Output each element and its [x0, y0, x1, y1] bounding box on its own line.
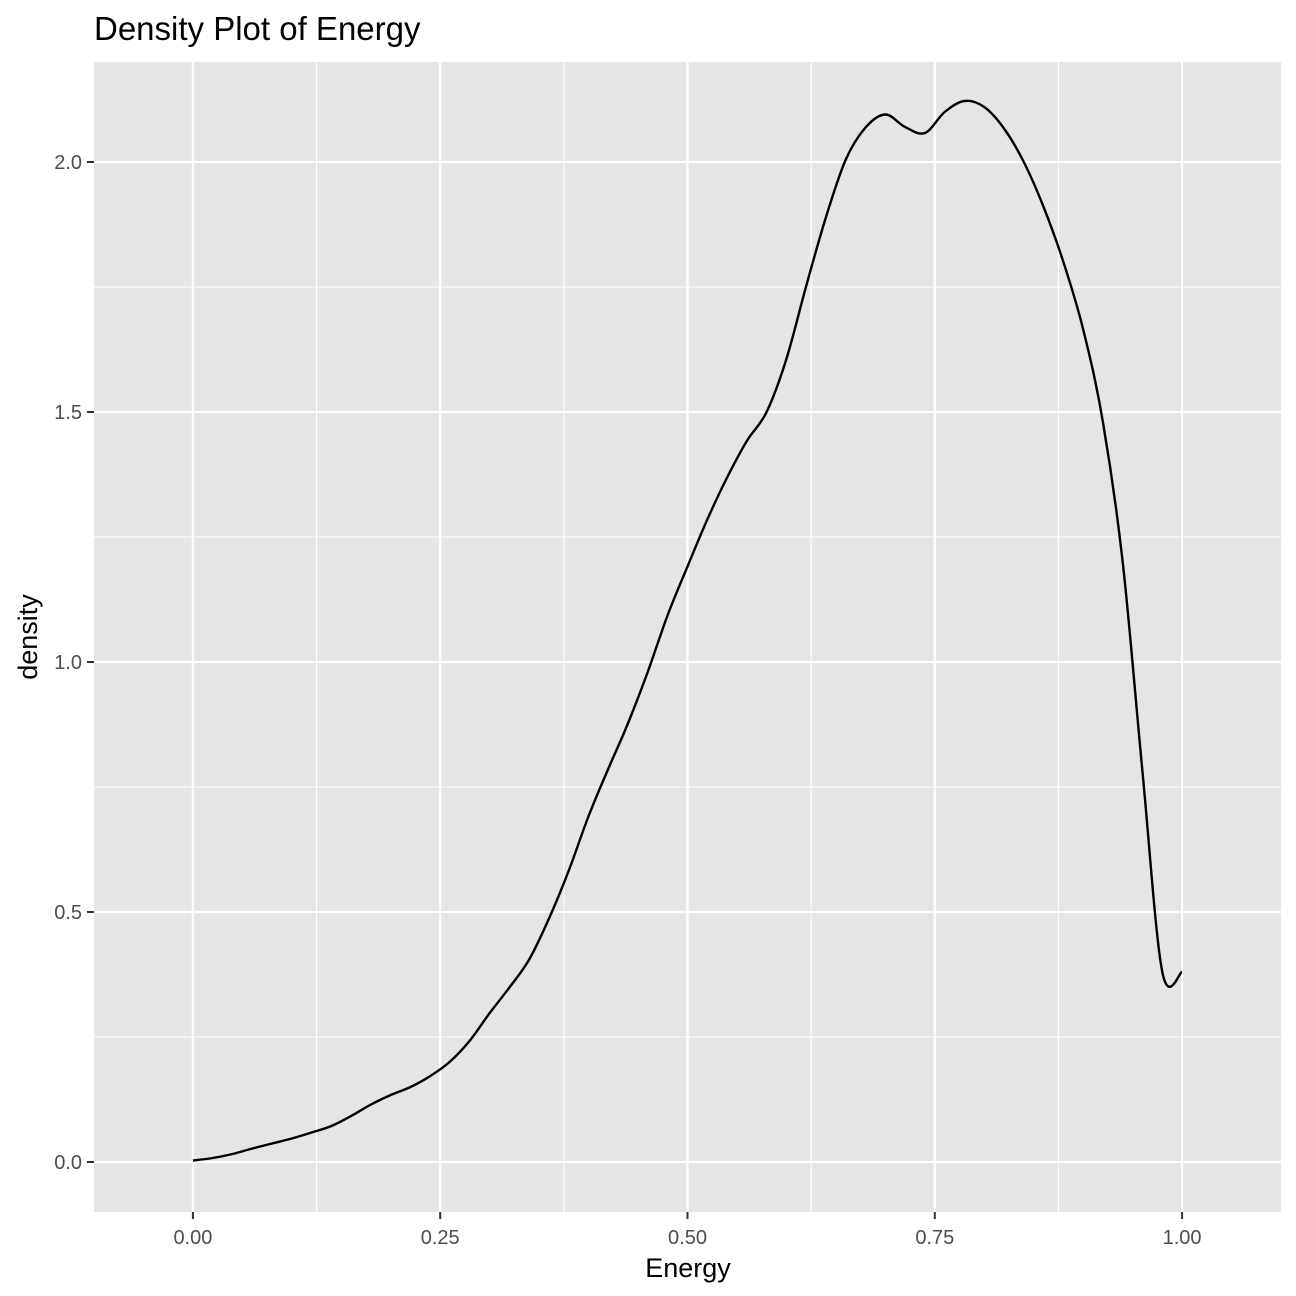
major-gridlines: [94, 62, 1281, 1212]
y-tick-label: 1.0: [54, 652, 82, 674]
y-axis-title: density: [13, 594, 43, 680]
chart-title: Density Plot of Energy: [94, 10, 421, 47]
y-axis-ticks: 0.0 0.5 1.0 1.5 2.0: [54, 152, 94, 1174]
y-tick-label: 0.0: [54, 1152, 82, 1174]
y-tick-label: 0.5: [54, 902, 82, 924]
x-tick-label: 0.75: [915, 1227, 954, 1249]
x-axis-title: Energy: [645, 1253, 731, 1283]
x-tick-label: 1.00: [1163, 1227, 1202, 1249]
y-tick-label: 2.0: [54, 152, 82, 174]
x-tick-label: 0.50: [668, 1227, 707, 1249]
y-tick-label: 1.5: [54, 402, 82, 424]
x-tick-label: 0.00: [173, 1227, 212, 1249]
x-axis-ticks: 0.00 0.25 0.50 0.75 1.00: [173, 1212, 1202, 1249]
x-tick-label: 0.25: [421, 1227, 460, 1249]
density-line: [192, 99, 1184, 1162]
